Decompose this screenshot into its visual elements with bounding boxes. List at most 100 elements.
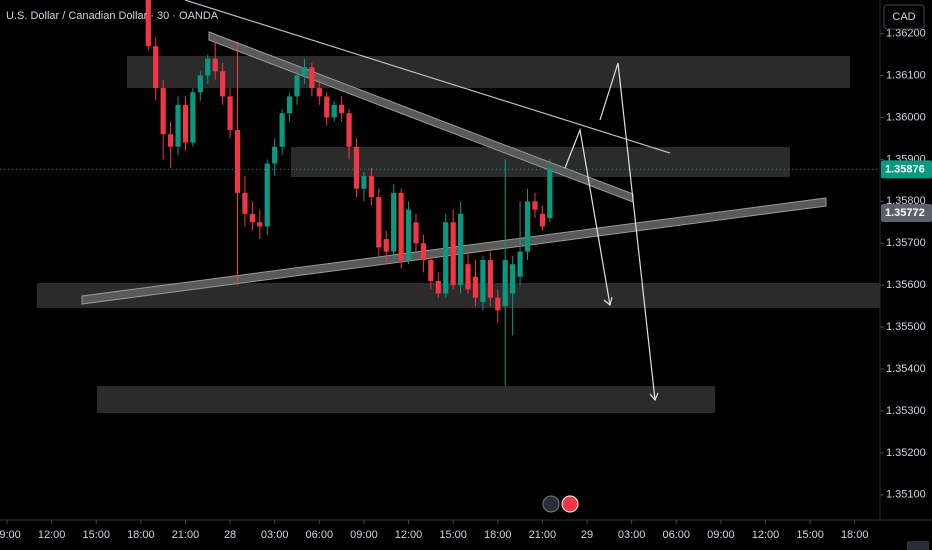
candle-body: [465, 264, 471, 290]
candle-body: [532, 201, 538, 210]
x-tick-label: 18:00: [484, 529, 512, 541]
candle-body: [391, 192, 397, 252]
x-tick-label: 12:00: [395, 529, 423, 541]
candle-body: [227, 96, 233, 130]
candle-body: [160, 88, 166, 135]
candles: [145, 0, 553, 386]
candle-body: [376, 197, 382, 248]
path-arrow: [564, 127, 611, 306]
x-tick-label: 21:00: [172, 529, 200, 541]
candle-body: [257, 222, 263, 227]
y-tick-label: 1.35400: [886, 363, 926, 375]
y-tick-label: 1.35700: [886, 237, 926, 249]
marker-price-box: [881, 204, 932, 223]
currency-box: [883, 4, 925, 30]
candle-body: [472, 276, 479, 298]
chart-title: U.S. Dollar / Canadian Dollar · 30 · OAN…: [6, 10, 219, 22]
candle-body: [153, 46, 159, 89]
x-tick-label: 18:00: [841, 529, 869, 541]
y-tick-label: 1.35100: [886, 489, 926, 501]
candle-body: [294, 75, 300, 97]
candle-body: [175, 104, 181, 147]
candle-body: [145, 0, 151, 47]
event-icons: [542, 495, 579, 513]
trend-line: [184, 0, 671, 154]
candle-body: [249, 213, 255, 223]
event-icon: [542, 495, 560, 513]
candle-body: [539, 213, 545, 227]
time-axis: [0, 520, 880, 550]
candle-body: [205, 58, 211, 76]
candle-body: [279, 113, 285, 147]
arrows: [564, 62, 659, 402]
candle-body: [435, 280, 441, 294]
marker-price-label: 1.35772: [885, 207, 925, 219]
y-tick-label: 1.36100: [886, 69, 926, 81]
x-tick-label: 15:00: [796, 529, 824, 541]
candle-body: [524, 201, 531, 252]
last-price-box: [881, 160, 932, 179]
candle-body: [361, 176, 367, 189]
candle-body: [264, 163, 270, 227]
y-tick-label: 1.36000: [886, 111, 926, 123]
currency-label: CAD: [892, 11, 915, 23]
logo: [907, 541, 929, 550]
y-tick-label: 1.36200: [886, 27, 926, 39]
price-labels: 1.35876 1.35772: [0, 160, 932, 223]
last-price-label: 1.35876: [885, 163, 925, 175]
y-tick-label: 1.35500: [886, 321, 926, 333]
y-tick-label: 1.35600: [886, 279, 926, 291]
candle-body: [398, 192, 404, 260]
candle-body: [450, 222, 456, 286]
candle-body: [502, 260, 508, 307]
zone: [97, 386, 715, 413]
candle-body: [346, 113, 352, 147]
x-tick-label: 03:00: [618, 529, 646, 541]
path-arrow: [599, 62, 656, 401]
candle-body: [272, 146, 278, 164]
x-tick-label: 28: [224, 529, 236, 541]
candle-body: [495, 297, 501, 311]
candle-body: [212, 58, 218, 72]
candle-body: [443, 222, 449, 294]
x-tick-label: 03:00: [261, 529, 289, 541]
arrow-head: [603, 296, 613, 307]
candle-body: [167, 134, 174, 147]
price-axis: [880, 0, 932, 550]
x-tick-label: 18:00: [127, 529, 155, 541]
x-tick-label: 12:00: [752, 529, 780, 541]
zone: [127, 56, 850, 88]
candle-body: [234, 130, 241, 193]
candle-body: [547, 169, 553, 219]
event-icon: [561, 495, 579, 513]
y-tick-label: 1.35200: [886, 447, 926, 459]
candle-body: [339, 104, 345, 114]
x-tick-label: 09:00: [350, 529, 378, 541]
candle-body: [405, 209, 412, 260]
candle-body: [309, 67, 315, 89]
x-tick-label: 29: [581, 529, 593, 541]
candle-body: [286, 96, 293, 114]
candle-body: [413, 222, 419, 244]
candle-body: [353, 146, 360, 189]
candle-body: [331, 104, 337, 118]
candle-body: [510, 264, 516, 294]
candle-body: [457, 213, 464, 286]
candle-body: [368, 176, 374, 198]
x-tick-label: 09:00: [707, 529, 735, 541]
candle-body: [428, 260, 434, 281]
x-tick-label: 06:00: [662, 529, 690, 541]
candle-body: [242, 192, 248, 214]
candle-body: [182, 104, 189, 143]
x-tick-label: 09:00: [0, 529, 21, 541]
x-tick-label: 15:00: [439, 529, 467, 541]
candle-body: [316, 88, 322, 97]
candle-body: [220, 71, 226, 97]
candle-body: [517, 251, 523, 277]
arrow-head: [649, 392, 659, 402]
candle-body: [301, 67, 308, 76]
x-tick-label: 21:00: [529, 529, 557, 541]
candle-body: [487, 260, 493, 298]
x-tick-label: 15:00: [82, 529, 110, 541]
